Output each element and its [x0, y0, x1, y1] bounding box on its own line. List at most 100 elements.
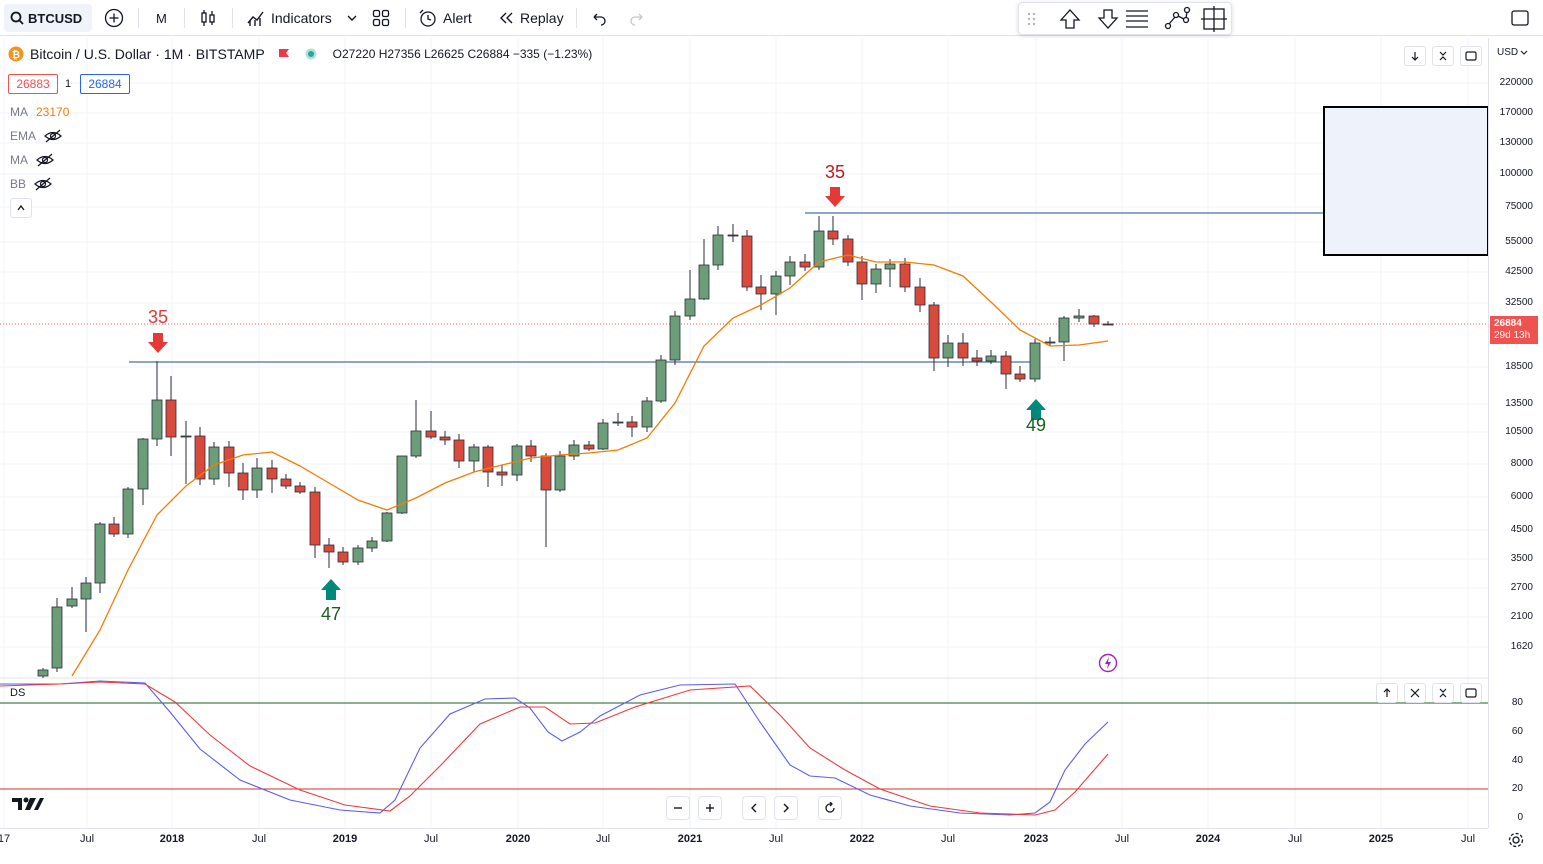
candle-body	[554, 455, 566, 491]
currency-label: USD	[1497, 47, 1519, 58]
collapse-icon	[1439, 688, 1447, 698]
maximize-pane-button[interactable]	[1460, 46, 1482, 66]
candle	[669, 311, 681, 365]
indicators-button[interactable]: Indicators	[246, 0, 332, 36]
scroll-right-button[interactable]	[774, 796, 798, 820]
symbol-title[interactable]: Bitcoin / U.S. Dollar · 1M · BITSTAMP	[30, 46, 265, 62]
eye-hidden-icon[interactable]	[34, 177, 52, 191]
candle-body	[626, 421, 638, 428]
oscillator-label[interactable]: DS	[10, 687, 26, 699]
candle	[122, 487, 134, 538]
price-axis-label: 4500	[1510, 524, 1533, 535]
candle-body	[94, 523, 106, 584]
maximize-subpane-button[interactable]	[1460, 683, 1482, 703]
gear-icon	[1508, 832, 1524, 848]
lines-tool-icon[interactable]	[1126, 10, 1148, 28]
candle-body	[80, 582, 92, 600]
alert-button[interactable]: Alert	[418, 0, 472, 36]
moving-average-line	[71, 254, 1109, 677]
target-zone-box	[1323, 106, 1488, 256]
collapse-legend-button[interactable]	[10, 198, 32, 218]
chevron-up-icon	[17, 204, 25, 211]
arrow-up-tool-icon[interactable]	[1059, 9, 1081, 29]
tradingview-logo[interactable]	[12, 796, 44, 817]
replay-button[interactable]: Replay	[497, 0, 564, 36]
chart-type-button[interactable]	[198, 0, 218, 36]
spread-value: 1	[64, 78, 72, 90]
fullscreen-button[interactable]	[1510, 0, 1530, 36]
crosshair-tool-icon[interactable]	[1201, 6, 1227, 32]
candle-body	[396, 455, 408, 514]
zoom-in-button[interactable]	[698, 796, 722, 820]
indicator-ma-2[interactable]: MA	[10, 153, 54, 167]
candle-body	[655, 359, 667, 402]
scroll-left-button[interactable]	[742, 796, 766, 820]
candle	[914, 278, 926, 312]
eye-hidden-icon[interactable]	[44, 129, 62, 143]
candle	[66, 587, 78, 608]
candle-body	[151, 399, 163, 440]
layout-button[interactable]	[372, 0, 390, 36]
price-axis[interactable]: USD 220000 170000 130000 100000 75000 55000 42…	[1488, 38, 1543, 828]
price-chart[interactable]: 35 47 35 49	[0, 38, 1488, 828]
candle-body	[813, 230, 825, 268]
candle	[453, 434, 465, 468]
time-axis[interactable]: 17 Jul 2018 Jul 2019 Jul 2020 Jul 2021 Jul 2022 Jul…	[0, 828, 1488, 850]
redo-button[interactable]	[628, 0, 646, 36]
sell-price-box[interactable]: 26883	[8, 74, 58, 94]
drag-handle-icon[interactable]	[1027, 12, 1036, 26]
zoom-out-button[interactable]	[666, 796, 690, 820]
candle	[612, 413, 624, 426]
price-axis-label: 100000	[1499, 168, 1533, 179]
close-pane-button[interactable]	[1404, 683, 1426, 703]
plus-icon	[104, 8, 124, 28]
candle	[294, 482, 306, 494]
indicators-label: Indicators	[271, 10, 332, 26]
arrow-down-tool-icon[interactable]	[1097, 9, 1119, 29]
path-tool-icon[interactable]	[1164, 6, 1191, 30]
candle-body	[1073, 315, 1085, 319]
candle-body	[410, 430, 422, 457]
target-zone-rectangle[interactable]	[1323, 106, 1488, 256]
reset-chart-button[interactable]	[818, 796, 842, 820]
move-pane-up-button[interactable]	[1376, 683, 1398, 703]
indicators-icon	[247, 11, 264, 26]
collapse-subpane-button[interactable]	[1432, 683, 1454, 703]
time-axis-label: 2025	[1368, 833, 1394, 845]
price-axis-label: 18500	[1505, 361, 1533, 372]
candle-body	[985, 355, 997, 362]
symbol-search[interactable]: BTCUSD	[4, 4, 92, 32]
time-axis-label: 2018	[159, 833, 185, 845]
indicator-ma[interactable]: MA 23170	[10, 105, 69, 119]
candle-body	[309, 491, 321, 546]
lightning-icon[interactable]	[1098, 653, 1118, 678]
candle-body	[1014, 373, 1026, 380]
separator	[232, 8, 233, 28]
compare-button[interactable]	[104, 0, 124, 36]
flag-icon[interactable]	[277, 47, 291, 61]
candle	[813, 216, 825, 270]
time-axis-label: 2022	[849, 833, 875, 845]
replay-label: Replay	[520, 10, 564, 26]
indicators-dropdown[interactable]	[346, 0, 358, 36]
candle-body	[482, 446, 494, 473]
candle-body	[266, 467, 278, 480]
collapse-pane-button[interactable]	[1432, 46, 1454, 66]
fullscreen-icon	[1511, 10, 1529, 26]
move-pane-down-button[interactable]	[1404, 46, 1426, 66]
signal-count: 35	[825, 162, 845, 182]
indicator-bb[interactable]: BB	[10, 177, 52, 191]
chart-navigation	[666, 796, 842, 822]
eye-hidden-icon[interactable]	[36, 153, 54, 167]
candle	[425, 411, 437, 439]
candle	[137, 438, 149, 505]
undo-button[interactable]	[590, 0, 608, 36]
arrow-up-marker	[1026, 399, 1046, 420]
indicator-ema[interactable]: EMA	[10, 129, 62, 143]
buy-price-box[interactable]: 26884	[80, 74, 130, 94]
currency-selector[interactable]: USD	[1497, 47, 1528, 58]
price-axis-label: 8000	[1510, 458, 1533, 469]
settings-button[interactable]	[1507, 831, 1525, 854]
market-status-icon[interactable]	[305, 48, 317, 60]
interval-button[interactable]: M	[156, 0, 167, 36]
